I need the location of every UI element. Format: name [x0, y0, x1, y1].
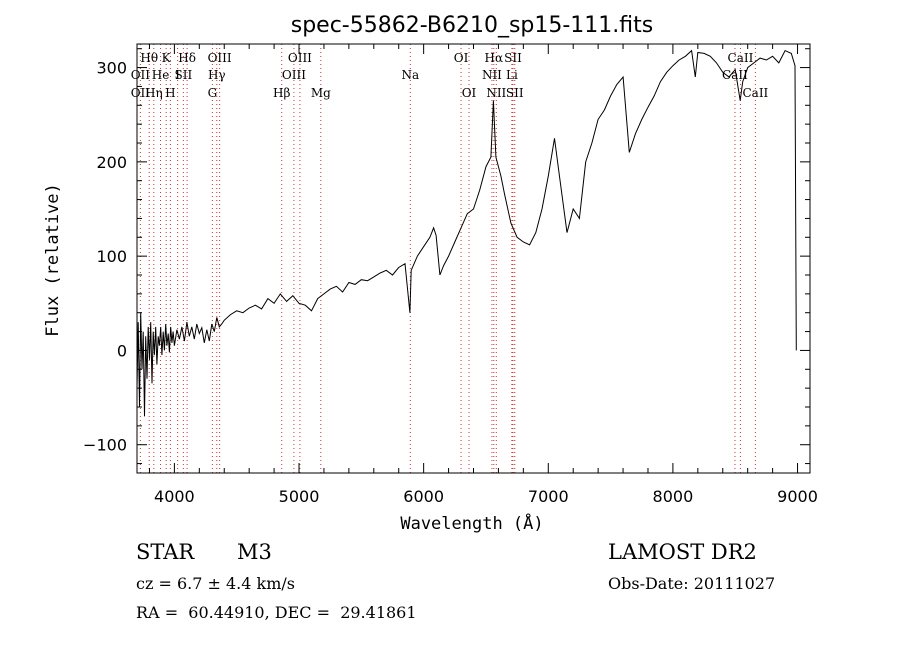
marker-label-23: Hβ [273, 86, 290, 100]
axis-tick-labels: 4000 5000 6000 7000 8000 9000 −100 0 100 200 300 [83, 59, 818, 506]
marker-label-17: Li [506, 68, 518, 82]
marker-label-2: Hδ [178, 51, 196, 65]
marker-label-19: OII [131, 86, 151, 100]
y-tick-label-200: 200 [96, 153, 127, 172]
marker-label-4: OIII [288, 51, 312, 65]
x-tick-label-7000: 7000 [528, 487, 569, 506]
marker-label-15: Na [401, 68, 419, 82]
marker-label-14: OIII [282, 68, 306, 82]
marker-label-24: Mg [311, 86, 331, 100]
survey-name: LAMOST DR2 [608, 540, 757, 564]
marker-label-22: G [208, 86, 218, 100]
object-subclass: M3 [237, 540, 272, 564]
x-tick-label-5000: 5000 [279, 487, 320, 506]
x-tick-label-4000: 4000 [154, 487, 195, 506]
marker-label-28: CaII [742, 86, 768, 100]
y-tick-label-0: 0 [117, 341, 127, 360]
plot-frame [136, 43, 811, 474]
marker-label-20: Hη [145, 86, 163, 100]
marker-label-12: SII [175, 68, 193, 82]
marker-label-9: OII [131, 68, 151, 82]
marker-label-6: Hα [485, 51, 504, 65]
marker-label-0: Hθ [140, 51, 158, 65]
marker-label-1: K [162, 51, 172, 65]
x-tick-label-8000: 8000 [653, 487, 694, 506]
marker-label-16: NII [482, 68, 502, 82]
y-axis-label: Flux (relative) [43, 183, 63, 337]
marker-label-10: He [152, 68, 170, 82]
y-tick-label--100: −100 [83, 436, 127, 455]
redshift-readout: cz = 6.7 ± 4.4 km/s [136, 574, 295, 593]
spectrum-line [136, 49, 797, 417]
marker-label-18: CaII [722, 68, 748, 82]
marker-label-13: Hγ [208, 68, 226, 82]
y-tick-label-100: 100 [96, 247, 127, 266]
marker-label-5: OI [454, 51, 469, 65]
marker-label-7: SII [504, 51, 522, 65]
marker-label-11: I [175, 68, 180, 82]
object-class: STAR [136, 540, 195, 564]
marker-label-8: CaII [728, 51, 754, 65]
observation-date: Obs-Date: 20111027 [608, 574, 776, 593]
axis-ticks [137, 44, 810, 473]
marker-label-25: OI [462, 86, 477, 100]
coordinates-readout: RA = 60.44910, DEC = 29.41861 [136, 603, 417, 622]
x-tick-label-9000: 9000 [777, 487, 818, 506]
x-axis-label: Wavelength (Å) [400, 512, 543, 534]
marker-label-21: H [165, 86, 175, 100]
marker-label-26: NII [486, 86, 506, 100]
marker-label-27: SII [506, 86, 524, 100]
marker-label-3: OIII [208, 51, 232, 65]
y-tick-label-300: 300 [96, 59, 127, 78]
x-tick-label-6000: 6000 [403, 487, 444, 506]
chart-title: spec-55862-B6210_sp15-111.fits [291, 13, 654, 38]
